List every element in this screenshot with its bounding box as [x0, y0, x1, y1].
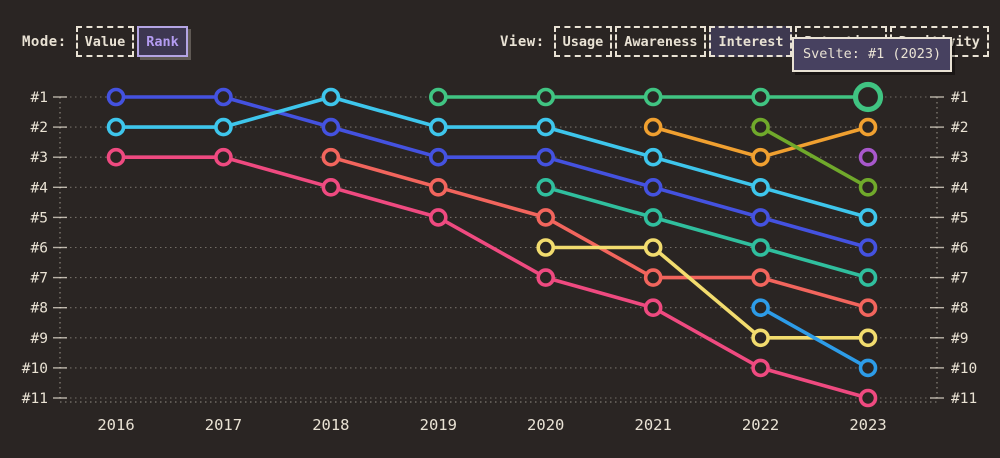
x-axis-label-2022: 2022 [742, 416, 779, 434]
data-point-orange-2023[interactable] [858, 117, 878, 137]
data-point-Svelte-2023[interactable] [852, 81, 884, 113]
y-axis-label-right: #2 [951, 120, 968, 136]
data-point-pink-2019[interactable] [428, 208, 448, 227]
y-axis-label-right: #9 [951, 331, 968, 347]
data-point-blue-2023[interactable] [858, 238, 878, 257]
y-axis-label-left: #4 [31, 180, 49, 196]
x-axis-label-2023: 2023 [849, 416, 886, 434]
data-point-orange-2021[interactable] [643, 117, 663, 137]
data-point-blue-2018[interactable] [321, 117, 341, 137]
data-point-pink-2022[interactable] [751, 358, 770, 378]
data-point-yellow-2023[interactable] [858, 328, 878, 348]
y-axis-label-right: #6 [951, 241, 968, 257]
data-point-azure-2023[interactable] [858, 358, 878, 378]
y-axis-label-right: #5 [951, 210, 968, 226]
data-point-teal-2022[interactable] [751, 238, 770, 257]
x-axis-label-2021: 2021 [634, 416, 671, 434]
hover-tooltip: Svelte: #1 (2023) [792, 37, 953, 72]
y-axis-label-right: #4 [951, 180, 969, 196]
y-axis-label-left: #7 [31, 271, 48, 287]
data-point-yellow-2021[interactable] [643, 238, 663, 257]
mode-option-rank[interactable]: Rank [137, 26, 188, 57]
data-point-apple-green-2022[interactable] [751, 117, 770, 137]
mode-toggle-group: Mode: Value Rank [22, 26, 191, 57]
data-point-Svelte-2021[interactable] [643, 87, 663, 107]
y-axis-label-left: #1 [31, 90, 48, 106]
y-axis-label-right: #1 [951, 90, 968, 106]
x-axis-label-2016: 2016 [97, 416, 134, 434]
x-axis-label-2018: 2018 [312, 416, 349, 434]
data-point-pink-2016[interactable] [106, 147, 126, 167]
data-point-Svelte-2022[interactable] [751, 87, 770, 107]
y-axis-label-left: #10 [22, 361, 48, 377]
y-axis-label-left: #8 [31, 301, 48, 317]
data-point-apple-green-2023[interactable] [858, 178, 878, 197]
data-point-pink-2021[interactable] [643, 298, 663, 318]
data-point-azure-2022[interactable] [751, 298, 770, 318]
data-point-purple-2023[interactable] [858, 147, 878, 167]
data-point-salmon-2019[interactable] [428, 178, 448, 197]
y-axis-label-left: #9 [31, 331, 48, 347]
data-point-salmon-2023[interactable] [858, 298, 878, 318]
data-point-blue-2022[interactable] [751, 208, 770, 227]
data-point-Svelte-2020[interactable] [536, 87, 556, 107]
mode-label: Mode: [22, 33, 67, 50]
x-axis-label-2019: 2019 [420, 416, 457, 434]
data-point-blue-2016[interactable] [106, 87, 126, 107]
y-axis-label-right: #10 [951, 361, 977, 377]
series-line-teal [543, 185, 870, 280]
y-axis-label-left: #2 [31, 120, 48, 136]
y-axis-label-right: #11 [951, 391, 977, 407]
x-axis-label-2017: 2017 [205, 416, 242, 434]
y-axis-label-right: #7 [951, 271, 968, 287]
y-axis-label-left: #6 [31, 241, 48, 257]
view-option-awareness[interactable]: Awareness [615, 26, 707, 57]
data-point-salmon-2021[interactable] [643, 268, 663, 287]
data-point-salmon-2022[interactable] [751, 268, 770, 287]
series-line-blue [114, 95, 870, 250]
y-axis-label-right: #8 [951, 301, 968, 317]
data-point-pink-2020[interactable] [536, 268, 556, 287]
series-line-salmon [329, 155, 870, 310]
y-axis-label-right: #3 [951, 150, 968, 166]
data-point-teal-2023[interactable] [858, 268, 878, 287]
data-point-cyan-2023[interactable] [858, 208, 878, 227]
data-point-Svelte-2019[interactable] [428, 87, 448, 107]
data-point-blue-2019[interactable] [428, 147, 448, 167]
series-line-apple-green [758, 125, 870, 190]
data-point-pink-2023[interactable] [858, 388, 878, 408]
data-point-yellow-2020[interactable] [536, 238, 556, 257]
data-point-pink-2017[interactable] [214, 147, 233, 167]
data-point-salmon-2018[interactable] [321, 147, 341, 167]
mode-option-value[interactable]: Value [75, 26, 135, 57]
series-line-azure [758, 305, 870, 370]
data-point-cyan-2022[interactable] [751, 178, 770, 197]
data-point-teal-2021[interactable] [643, 208, 663, 227]
data-point-yellow-2022[interactable] [751, 328, 770, 348]
data-point-cyan-2016[interactable] [106, 117, 126, 137]
data-point-cyan-2018[interactable] [321, 87, 341, 107]
series-line-cyan [114, 95, 870, 220]
data-point-cyan-2021[interactable] [643, 147, 663, 167]
y-axis-label-left: #11 [22, 391, 48, 407]
y-axis-label-left: #3 [31, 150, 48, 166]
y-axis-label-left: #5 [31, 210, 48, 226]
view-label: View: [500, 33, 545, 50]
data-point-teal-2020[interactable] [536, 178, 556, 197]
data-point-blue-2020[interactable] [536, 147, 556, 167]
data-point-blue-2017[interactable] [214, 87, 233, 107]
data-point-salmon-2020[interactable] [536, 208, 556, 227]
data-point-orange-2022[interactable] [751, 147, 770, 167]
data-point-blue-2021[interactable] [643, 178, 663, 197]
data-point-cyan-2020[interactable] [536, 117, 556, 137]
x-axis-label-2020: 2020 [527, 416, 564, 434]
view-option-interest[interactable]: Interest [709, 26, 793, 57]
data-point-cyan-2017[interactable] [214, 117, 233, 137]
data-point-cyan-2019[interactable] [428, 117, 448, 137]
view-option-usage[interactable]: Usage [553, 26, 613, 57]
data-point-pink-2018[interactable] [321, 178, 341, 197]
series-line-pink [114, 155, 870, 400]
